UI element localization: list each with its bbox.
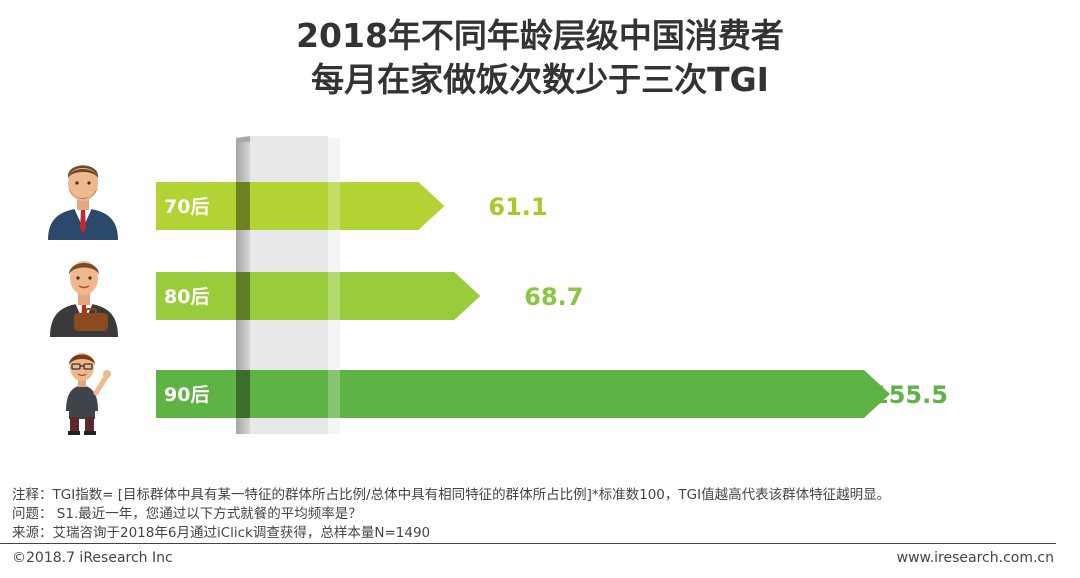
bar-band-highlight [328, 182, 340, 230]
man-suit-beard-icon [44, 158, 122, 240]
category-label: 70后 [164, 196, 209, 218]
note-question: 问题： S1.最近一年，您通过以下方式就餐的平均频率是？ [12, 506, 362, 522]
value-label: 155.5 [872, 381, 948, 409]
category-label: 90后 [164, 384, 209, 406]
bar-band-highlight [328, 370, 340, 418]
bar-band-highlight [328, 272, 340, 320]
bar-1: 70后 61.1 [156, 182, 548, 230]
bar-3: 90后 155.5 [156, 370, 948, 418]
website-url: www.iresearch.com.cn [896, 550, 1054, 566]
value-label: 68.7 [524, 283, 583, 311]
young-man-glasses-waving-icon [52, 347, 116, 435]
bar-2: 80后 68.7 [156, 272, 584, 320]
bar-shape [156, 182, 445, 230]
category-label: 80后 [164, 286, 209, 308]
value-label: 61.1 [488, 193, 547, 221]
footnotes: 注释：TGI指数= [目标群体中具有某一特征的群体所占比例/总体中具有相同特征的… [12, 486, 1072, 543]
note-source: 来源：艾瑞咨询于2018年6月通过iClick调查获得，总样本量N=1490 [12, 525, 431, 541]
note-tgi-definition: 注释：TGI指数= [目标群体中具有某一特征的群体所占比例/总体中具有相同特征的… [12, 487, 891, 503]
chart-title: 2018年不同年龄层级中国消费者 每月在家做饭次数少于三次TGI [0, 14, 1080, 102]
businessman-briefcase-icon [44, 253, 124, 337]
chart-title-line1: 2018年不同年龄层级中国消费者 [296, 16, 784, 55]
bar-shape [156, 370, 890, 418]
bar-band-shadow [236, 370, 250, 418]
tgi-bar-chart: 70后 61.1 80后 68.7 90后 155.5 [156, 136, 948, 434]
bar-band-shadow [236, 272, 250, 320]
copyright-text: ©2018.7 iResearch Inc [12, 550, 173, 566]
bar-band-shadow [236, 182, 250, 230]
chart-title-line2: 每月在家做饭次数少于三次TGI [311, 60, 769, 99]
footer-divider [0, 543, 1056, 544]
